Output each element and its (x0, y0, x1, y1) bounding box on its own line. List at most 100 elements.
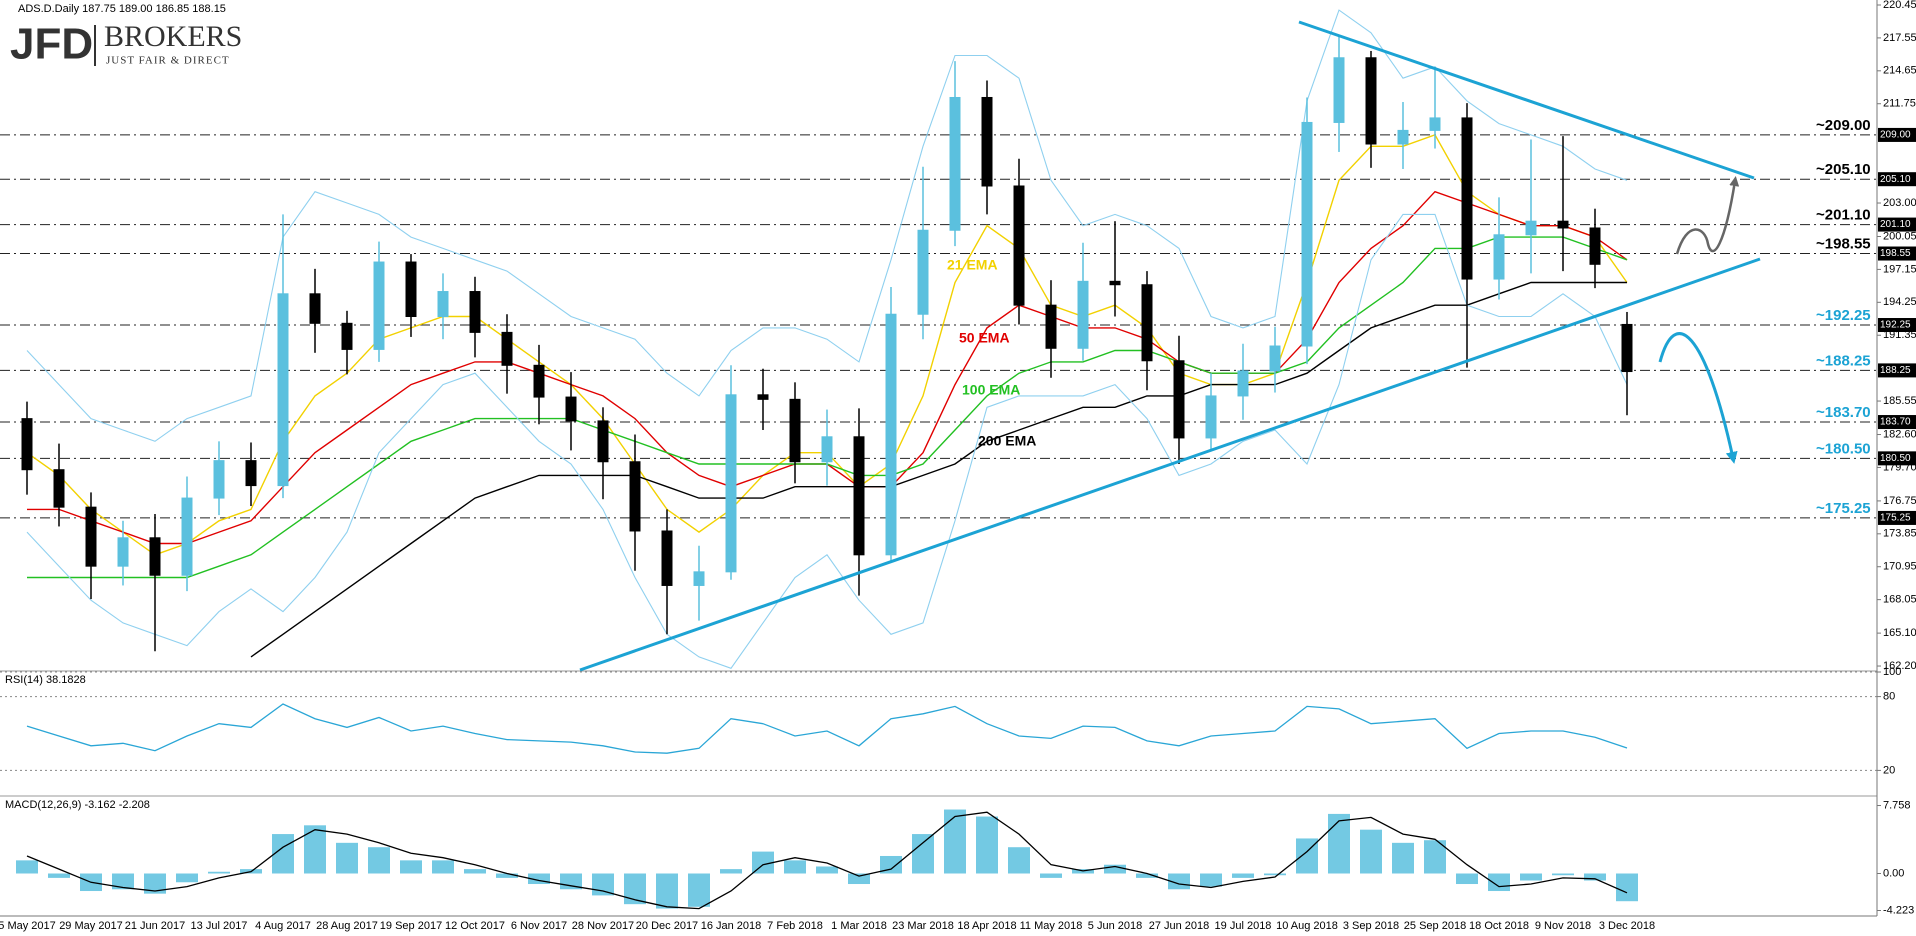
macd-bar (48, 873, 70, 878)
ema-label: 21 EMA (947, 257, 998, 273)
level-axis-label: 209.00 (1880, 130, 1911, 141)
x-tick-label: 28 Aug 2017 (316, 920, 378, 932)
candle-body (373, 261, 385, 350)
logo-tagline: JUST FAIR & DIRECT (106, 55, 230, 67)
logo-name: BROKERS (104, 20, 242, 53)
macd-bar (1264, 873, 1286, 876)
level-axis-label: 188.25 (1880, 365, 1911, 376)
candle-body (1301, 121, 1313, 347)
candle-body (85, 506, 97, 567)
macd-bar (112, 873, 134, 890)
level-axis-box (1878, 451, 1916, 466)
y-tick-label: 217.55 (1883, 32, 1916, 44)
y-tick-label: 100 (1883, 666, 1901, 678)
macd-bar (1136, 873, 1158, 878)
candle-body (629, 461, 641, 532)
resistance-trendline (1298, 20, 1755, 180)
x-tick-label: 25 Sep 2018 (1404, 920, 1466, 932)
level-label: ~183.70 (1816, 404, 1871, 421)
macd-bar (144, 873, 166, 894)
candle-body (1045, 304, 1057, 349)
candle-body (1365, 57, 1377, 145)
candle-body (277, 293, 289, 487)
candle-body (917, 229, 929, 315)
macd-bar (1488, 873, 1510, 892)
ema-line (250, 281, 1627, 658)
level-label: ~209.00 (1816, 117, 1871, 134)
macd-bar (496, 873, 518, 878)
candle-body (1237, 370, 1249, 397)
y-tick-label: 214.65 (1883, 65, 1916, 77)
y-tick-label: 176.75 (1883, 495, 1916, 507)
candle-body (1013, 185, 1025, 306)
candle-body (1333, 57, 1345, 123)
candle-body (885, 313, 897, 556)
candle-body (533, 364, 545, 398)
candle-body (149, 537, 161, 576)
candle-body (565, 396, 577, 422)
candle-body (501, 331, 513, 366)
x-tick-label: 3 Dec 2018 (1599, 920, 1655, 932)
x-tick-label: 23 Mar 2018 (892, 920, 954, 932)
macd-bar (1008, 847, 1030, 874)
candle-body (1525, 220, 1537, 236)
level-label: ~201.10 (1816, 207, 1871, 224)
macd-bar (304, 825, 326, 874)
candle-body (597, 420, 609, 463)
macd-bar (1040, 873, 1062, 878)
y-tick-label: 194.25 (1883, 296, 1916, 308)
x-tick-label: 19 Jul 2018 (1215, 920, 1272, 932)
macd-bar (176, 873, 198, 883)
macd-bar (528, 873, 550, 885)
level-label: ~188.25 (1816, 352, 1871, 369)
x-tick-label: 28 Nov 2017 (572, 920, 634, 932)
macd-bar (1168, 873, 1190, 890)
macd-bar (1616, 873, 1638, 902)
y-tick-label: 220.45 (1883, 0, 1916, 11)
candle-body (1589, 227, 1601, 265)
candle-body (1493, 234, 1505, 280)
candle-body (117, 537, 129, 567)
candle-body (949, 96, 961, 231)
y-tick-label: 173.85 (1883, 528, 1916, 540)
level-axis-label: 192.25 (1880, 320, 1911, 331)
bollinger-band (26, 9, 1628, 442)
x-tick-label: 6 Nov 2017 (511, 920, 567, 932)
x-tick-label: 19 Sep 2017 (380, 920, 442, 932)
x-tick-label: 1 Mar 2018 (831, 920, 887, 932)
candle-body (53, 469, 65, 508)
candle-body (821, 436, 833, 463)
x-tick-label: 5 May 2017 (0, 920, 56, 932)
candle-body (853, 436, 865, 556)
x-tick-label: 20 Dec 2017 (636, 920, 698, 932)
upside-arrow (1675, 176, 1740, 255)
support-trendline (579, 257, 1761, 672)
level-axis-label: 180.50 (1880, 453, 1911, 464)
candle-body (309, 293, 321, 324)
macd-bar (208, 871, 230, 874)
macd-bar (1584, 873, 1606, 881)
macd-bar (1360, 829, 1382, 874)
macd-bar (848, 873, 870, 885)
macd-bar (944, 809, 966, 874)
logo-mark: JFD (10, 20, 93, 69)
y-tick-label: 162.20 (1883, 660, 1916, 672)
candle-body (1269, 345, 1281, 372)
candle-body (181, 497, 193, 576)
candle-body (725, 394, 737, 573)
candle-body (1397, 129, 1409, 145)
x-tick-label: 4 Aug 2017 (255, 920, 311, 932)
x-tick-label: 13 Jul 2017 (191, 920, 248, 932)
x-tick-label: 11 May 2018 (1020, 920, 1083, 932)
candle-body (21, 418, 33, 471)
level-axis-box (1878, 127, 1916, 142)
candle-body (981, 96, 993, 187)
bollinger-band (26, 213, 1628, 669)
y-tick-label: 200.05 (1883, 230, 1916, 242)
x-tick-label: 3 Sep 2018 (1343, 920, 1399, 932)
x-tick-label: 12 Oct 2017 (445, 920, 505, 932)
macd-bar (880, 855, 902, 874)
